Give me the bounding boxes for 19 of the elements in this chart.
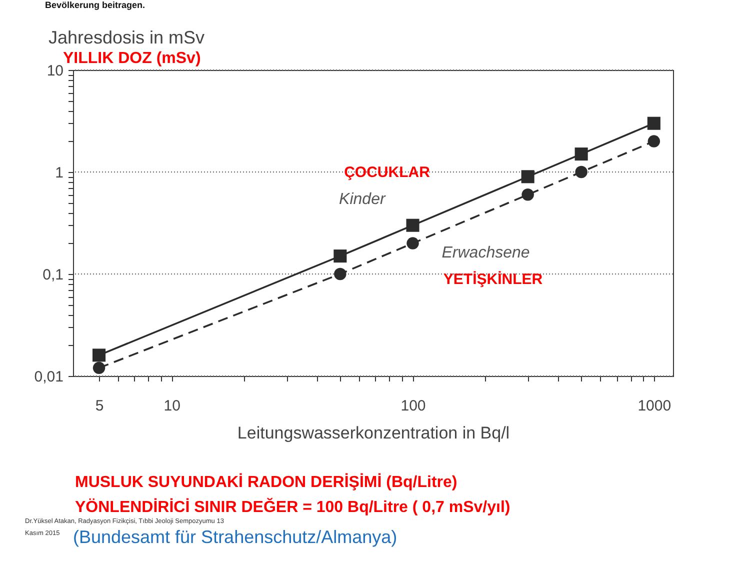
series-label: Kinder — [339, 191, 386, 208]
y-tick-label: 0,01 — [34, 368, 64, 386]
text: (Bundesamt für Strahenschutz/Almanya) — [73, 527, 398, 547]
x-tick-label: 10 — [164, 398, 180, 414]
annotation: YETİŞKİNLER — [443, 271, 543, 288]
y-tick-label: 10 — [46, 62, 64, 80]
text: MUSLUK SUYUNDAKİ RADON DERİŞİMİ (Bq/Litre) — [75, 473, 458, 491]
x-axis-title: Leitungswasserkonzentration in Bq/l — [237, 424, 510, 442]
text: Bevölkerung beitragen. — [45, 0, 146, 10]
x-tick-label: 5 — [95, 398, 104, 414]
y-tick-label: 1 — [55, 164, 64, 182]
text: YILLIK DOZ (mSv) — [63, 50, 201, 67]
text: YÖNLENDİRİCİ SINIR DEĞER = 100 Bq/Litre ( 0,7 mSv/yıl) — [75, 497, 510, 516]
annotation: ÇOCUKLAR — [344, 164, 430, 181]
series-label: Erwachsene — [442, 244, 530, 262]
x-tick-label: 1000 — [638, 398, 672, 414]
y-axis-title: Jahresdosis in mSv — [48, 28, 205, 48]
x-tick-label: 100 — [400, 398, 426, 414]
y-tick-label: 0,1 — [42, 266, 64, 284]
